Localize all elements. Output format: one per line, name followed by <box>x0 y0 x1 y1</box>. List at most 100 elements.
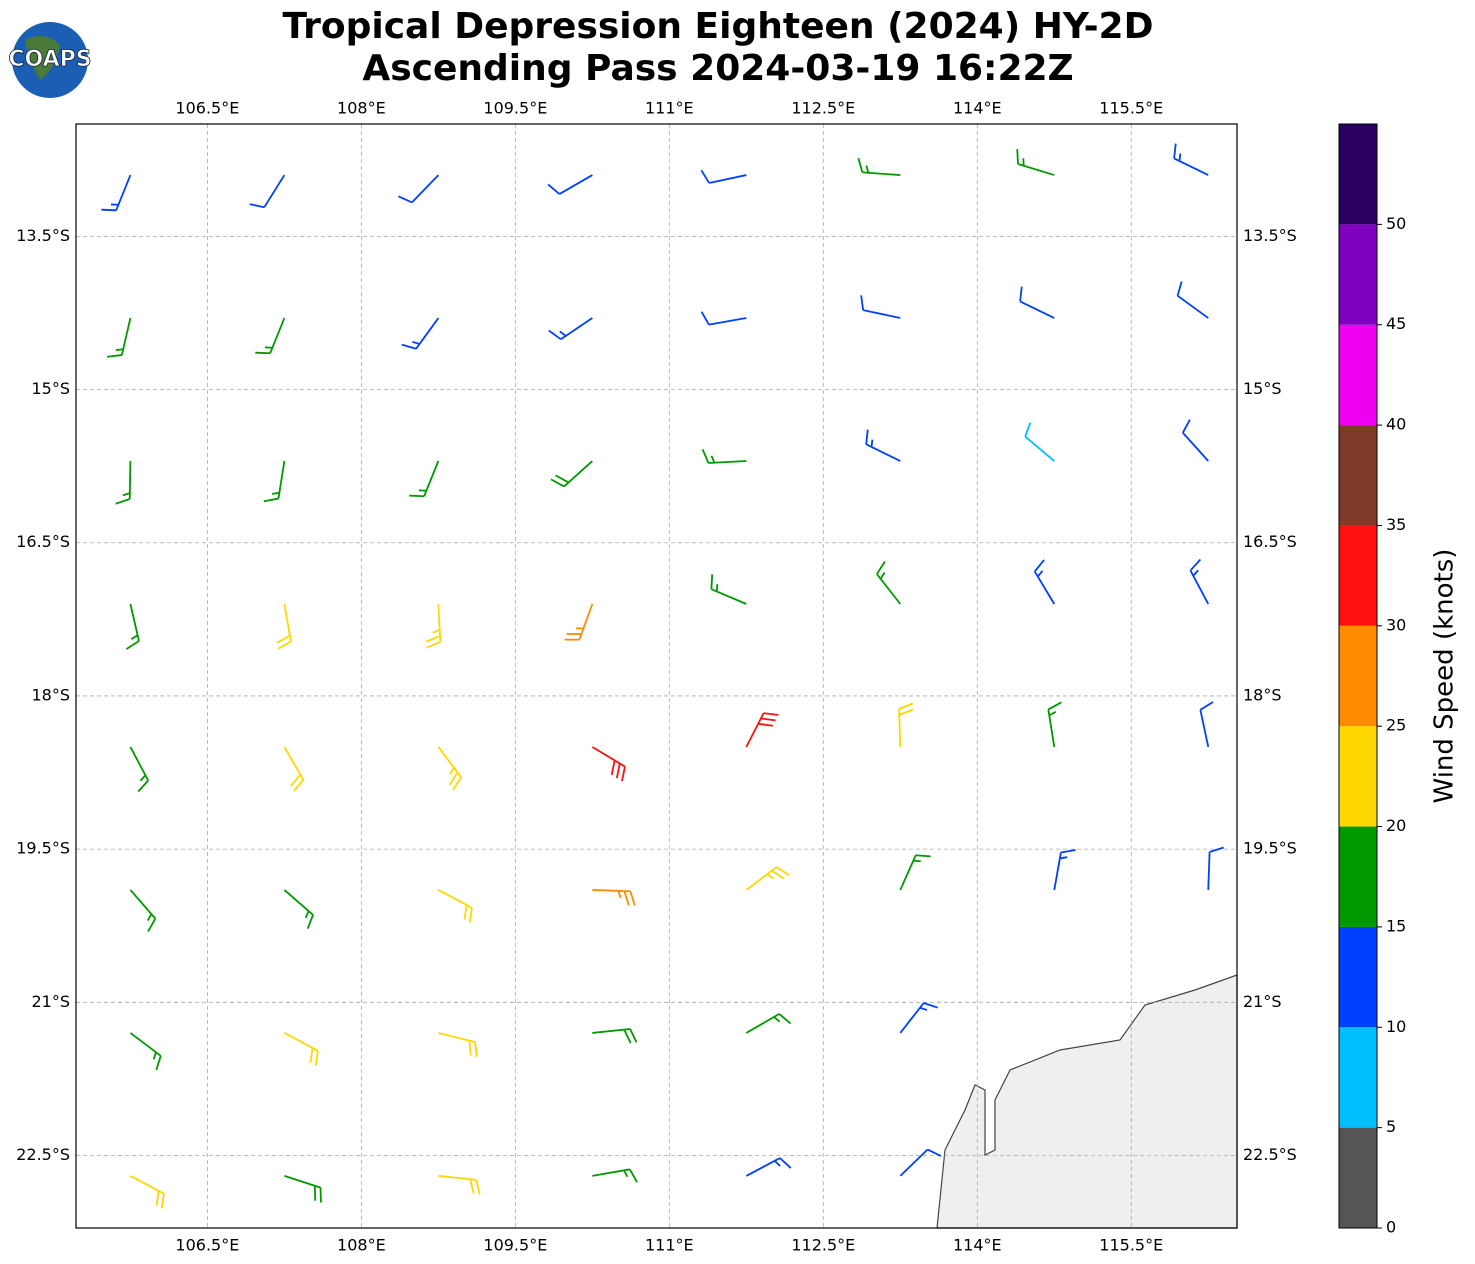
x-tick-label: 106.5°E <box>175 99 239 118</box>
wind-barb <box>745 1013 792 1034</box>
wind-barb <box>101 174 132 212</box>
colorbar-tick-label: 45 <box>1386 314 1406 333</box>
x-tick-label: 111°E <box>645 99 694 118</box>
x-tick-label: 114°E <box>953 99 1002 118</box>
colorbar-tick-label: 40 <box>1386 415 1406 434</box>
wind-barb <box>438 1175 481 1195</box>
colorbar-segment <box>1339 425 1377 526</box>
wind-barb <box>401 317 440 350</box>
wind-barb <box>899 1148 942 1177</box>
colorbar-tick-label: 15 <box>1386 916 1406 935</box>
wind-barb <box>547 174 593 195</box>
wind-barb <box>106 317 132 358</box>
wind-barb <box>1019 286 1055 319</box>
wind-barb <box>564 603 594 641</box>
colorbar-frame <box>1338 123 1378 1229</box>
wind-barb <box>1024 422 1055 462</box>
y-tick-label: 22.5°S <box>16 1145 70 1164</box>
wind-barb <box>550 460 593 488</box>
x-tick-label: 106.5°E <box>175 1236 239 1255</box>
wind-barb <box>1189 558 1210 605</box>
wind-barb <box>284 1175 322 1203</box>
wind-barb <box>283 1032 319 1066</box>
wind-barb <box>125 603 140 650</box>
wind-barb <box>899 854 931 891</box>
wind-barb <box>548 317 593 341</box>
y-tick-label: 13.5°S <box>1243 226 1297 245</box>
colorbar-tick-label: 25 <box>1386 716 1406 735</box>
wind-barb <box>857 157 901 176</box>
x-tick-label: 111°E <box>645 1236 694 1255</box>
y-tick-label: 21°S <box>31 992 70 1011</box>
colorbar-segment <box>1339 625 1377 727</box>
wind-barb <box>255 317 286 355</box>
x-tick-label: 115.5°E <box>1099 1236 1163 1255</box>
wind-barb <box>1182 419 1209 462</box>
y-tick-label: 15°S <box>31 379 70 398</box>
wind-barb <box>437 746 462 791</box>
colorbar-tick-label: 0 <box>1386 1218 1396 1237</box>
colorbar-tick-label: 20 <box>1386 816 1406 835</box>
x-tick-label: 112.5°E <box>791 1236 855 1255</box>
wind-barb <box>700 169 747 184</box>
y-tick-label: 19.5°S <box>1243 839 1297 858</box>
colorbar-segment <box>1339 324 1377 426</box>
colorbar-segment <box>1339 1027 1377 1128</box>
logo: COAPS <box>8 22 92 98</box>
wind-barb <box>1053 849 1076 891</box>
y-tick-label: 22.5°S <box>1243 1145 1297 1164</box>
x-tick-label: 109.5°E <box>483 99 547 118</box>
colorbar-tick-label: 30 <box>1386 615 1406 634</box>
y-tick-label: 15°S <box>1243 379 1282 398</box>
wind-barb <box>1033 559 1056 605</box>
y-tick-label: 18°S <box>1243 685 1282 704</box>
x-tick-label: 109.5°E <box>483 1236 547 1255</box>
wind-barb <box>276 603 292 650</box>
wind-barb <box>283 889 314 930</box>
colorbar-segment <box>1339 525 1377 626</box>
colorbar-tick-label: 35 <box>1386 515 1406 534</box>
chart-title: Tropical Depression Eighteen (2024) HY-2… <box>283 6 1154 47</box>
y-tick-label: 13.5°S <box>16 226 70 245</box>
x-tick-label: 114°E <box>953 1236 1002 1255</box>
logo-land <box>25 36 60 80</box>
x-tick-label: 112.5°E <box>791 99 855 118</box>
wind-barb <box>701 448 747 464</box>
colorbar-segment <box>1339 726 1377 827</box>
wind-barb <box>1199 701 1214 748</box>
wind-barb <box>129 889 157 933</box>
wind-barb <box>876 561 902 605</box>
y-tick-label: 19.5°S <box>16 839 70 858</box>
colorbar-segment <box>1339 826 1377 927</box>
wind-barb <box>865 429 901 462</box>
wind-barb <box>1047 701 1062 748</box>
wind-barb <box>592 889 636 906</box>
wind-barb <box>249 174 286 209</box>
colorbar-segment <box>1339 1127 1377 1228</box>
wind-barb <box>710 574 747 605</box>
wind-barb <box>860 295 901 319</box>
map-layer <box>76 124 1237 1228</box>
wind-barb <box>1176 281 1209 319</box>
x-tick-label: 108°E <box>337 99 386 118</box>
colorbar-segment <box>1339 124 1377 225</box>
logo-text: COAPS <box>8 47 91 72</box>
y-tick-label: 16.5°S <box>1243 532 1297 551</box>
wind-barb <box>745 712 779 748</box>
wind-barb <box>438 1032 478 1058</box>
wind-barb <box>1016 149 1055 176</box>
wind-barb <box>1207 846 1225 890</box>
colorbar-label: Wind Speed (knots) <box>1430 549 1460 804</box>
wind-barb <box>745 1157 792 1177</box>
map-area <box>76 124 1237 1228</box>
wind-barb <box>898 702 914 748</box>
wind-barb <box>409 460 440 498</box>
y-tick-label: 18°S <box>31 685 70 704</box>
y-tick-label: 21°S <box>1243 992 1282 1011</box>
chart-subtitle: Ascending Pass 2024-03-19 16:22Z <box>362 48 1073 89</box>
y-tick-label: 16.5°S <box>16 532 70 551</box>
wind-barb <box>592 1168 638 1183</box>
colorbar-tick-label: 50 <box>1386 214 1406 233</box>
wind-barb <box>398 174 440 204</box>
land <box>936 974 1238 1229</box>
